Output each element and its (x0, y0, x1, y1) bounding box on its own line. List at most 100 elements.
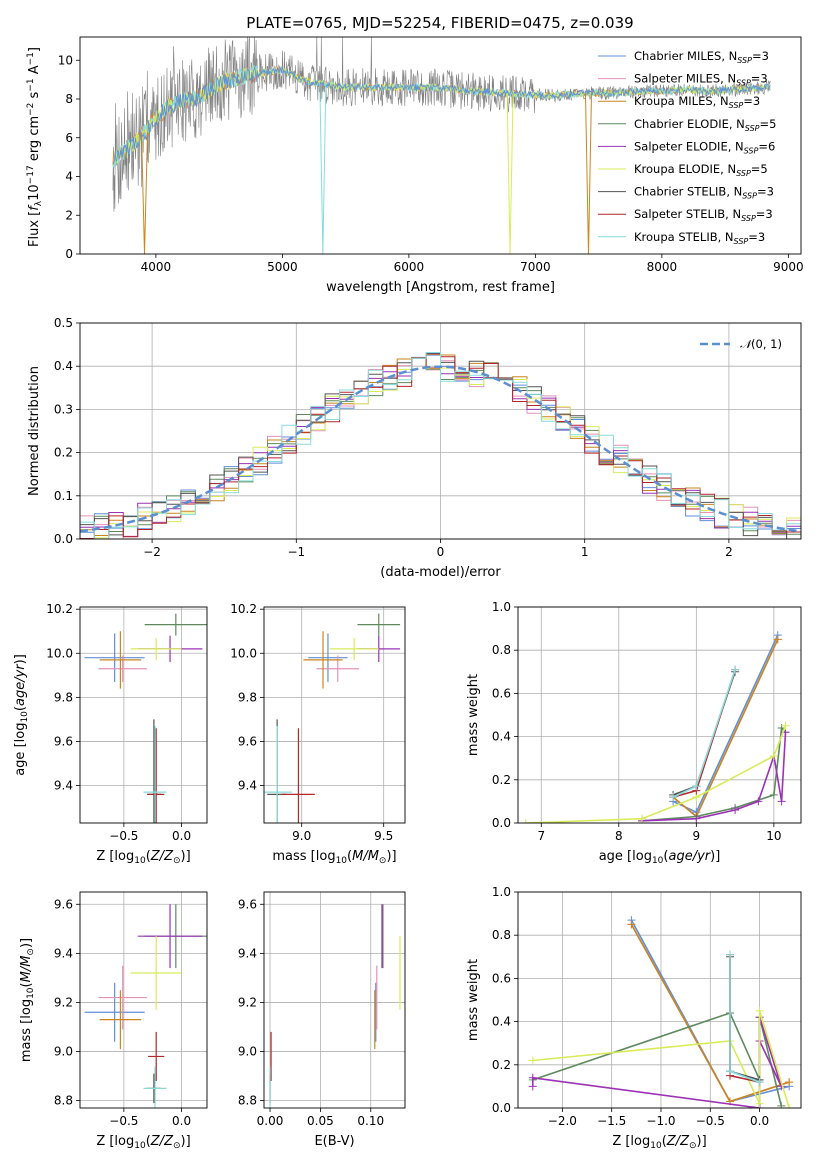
x-tick-label: 0.0 (750, 1114, 769, 1128)
x-tick-label: 0.0 (172, 1114, 191, 1128)
y-tick-label: 10 (58, 53, 73, 67)
legend-label: 𝒩(0, 1) (740, 337, 782, 351)
y-axis-label: Flux [fλ10−17 erg cm−2 s−1 A−1] (26, 47, 44, 247)
weight-line (532, 1017, 783, 1108)
spectrum-legend: Chabrier MILES, NSSP=3 Salpeter MILES, NS… (598, 49, 776, 246)
y-tick-label: 9.6 (238, 734, 257, 748)
axes-frame (517, 606, 802, 824)
panel-age_vs_Z: −0.5 0.0 9.4 9.6 9.8 10.0 10.2 Z [log10(Z/Z⊙)] a… (13, 602, 208, 866)
weight-marker (692, 782, 701, 791)
spectrum-model-line (112, 66, 771, 165)
plot-area-age_vs_mass (264, 613, 401, 823)
spectrum-dip (141, 132, 149, 254)
gaussian-curve (80, 365, 801, 533)
weight-marker (781, 721, 790, 730)
y-tick-label: 0.0 (492, 1101, 511, 1115)
y-tick-label: 10.2 (230, 602, 257, 616)
x-tick-label: 0 (437, 545, 445, 559)
y-tick-label: 0.8 (492, 928, 511, 942)
x-axis-label: (data-model)/error (380, 565, 501, 580)
x-tick-label: 0.10 (357, 1114, 384, 1128)
panel-age_vs_mass: 9.0 9.5 9.4 9.6 9.8 10.0 10.2 mass [log10(M/M⊙)… (230, 602, 406, 866)
x-axis-label: Z [log10(Z/Z⊙)] (96, 1134, 190, 1151)
y-tick-label: 0 (65, 247, 73, 261)
plot-area-mass_vs_ebv (269, 904, 401, 1108)
y-tick-label: 9.4 (238, 946, 257, 960)
weight-marker (754, 797, 763, 806)
y-tick-label: 9.0 (238, 1045, 257, 1059)
y-tick-label: 0.2 (492, 773, 511, 787)
x-tick-label: −1.5 (597, 1114, 626, 1128)
weight-line (729, 954, 760, 1083)
weight-marker (755, 1099, 764, 1108)
y-tick-label: 0.3 (54, 402, 73, 416)
weight-line (729, 954, 760, 1083)
legend-label: Salpeter ELODIE, NSSP=6 (634, 139, 775, 155)
legend-label: Chabrier ELODIE, NSSP=5 (634, 117, 776, 133)
plot-area-weight_vs_age (521, 631, 790, 823)
y-tick-label: 1.0 (492, 600, 511, 614)
legend-label: Kroupa MILES, NSSP=3 (634, 94, 760, 110)
weight-line (525, 725, 787, 823)
axes-frame (79, 322, 802, 540)
x-tick-label: 7 (537, 829, 545, 843)
weight-line (672, 634, 779, 814)
x-tick-label: −0.5 (696, 1114, 725, 1128)
x-tick-label: 8 (615, 829, 623, 843)
weight-marker (726, 950, 735, 959)
spectrum-model-line (112, 66, 771, 166)
panel-spectrum: 4000 5000 6000 7000 8000 9000 0 2 4 6 8 10 wavelengt… (26, 36, 804, 295)
y-tick-label: 0.8 (492, 643, 511, 657)
x-axis-label: E(B-V) (314, 1134, 354, 1149)
spectrum-dip (584, 93, 592, 254)
y-tick-label: 10.2 (46, 602, 73, 616)
x-tick-label: 8000 (647, 260, 678, 274)
weight-line (532, 1012, 783, 1106)
weight-line (672, 671, 736, 796)
y-axis-label: mass weight (466, 959, 481, 1041)
y-tick-label: 0.2 (54, 446, 73, 460)
y-tick-label: 9.2 (54, 995, 73, 1009)
y-axis-label: Normed distribution (27, 366, 42, 496)
weight-marker (755, 1078, 764, 1087)
weight-marker (731, 806, 740, 815)
panel-residuals: −2 −1 0 1 2 0.0 0.1 0.2 0.3 0.4 0.5 (data-model)/er… (27, 316, 802, 580)
panel-mass_vs_Z: −0.5 0.0 8.8 9.0 9.2 9.4 9.6 Z [log10(Z/Z⊙)] mas… (19, 891, 208, 1151)
weight-marker (528, 1082, 537, 1091)
y-tick-label: 6 (65, 131, 73, 145)
x-axis-label: age [log10(age/yr)] (599, 849, 721, 866)
axes-frame (517, 891, 802, 1109)
x-tick-label: 7000 (520, 260, 551, 274)
x-tick-label: 9.5 (374, 829, 393, 843)
weight-marker (731, 665, 740, 674)
x-axis-label: wavelength [Angstrom, rest frame] (326, 280, 555, 295)
weight-line (729, 956, 760, 1081)
y-tick-label: 0.4 (54, 359, 73, 373)
x-tick-label: 10 (766, 829, 781, 843)
plot-area-spectrum (112, 37, 771, 254)
y-tick-label: 9.4 (54, 779, 73, 793)
panel-mass_vs_ebv: 0.00 0.05 0.10 8.8 9.0 9.2 9.4 9.6 E(B-V) (238, 891, 406, 1149)
x-axis-label: mass [log10(M/M⊙)] (272, 849, 396, 866)
figure-title: PLATE=0765, MJD=52254, FIBERID=0475, z=0… (246, 14, 633, 32)
axes-frame (79, 606, 208, 824)
spectrum-dip (319, 83, 327, 254)
y-tick-label: 8.8 (54, 1094, 73, 1108)
x-tick-label: 9 (693, 829, 701, 843)
legend-label: Chabrier MILES, NSSP=3 (634, 49, 769, 65)
x-tick-label: 9000 (773, 260, 804, 274)
y-tick-label: 10.0 (230, 646, 257, 660)
y-tick-label: 9.6 (54, 897, 73, 911)
axes-frame (79, 36, 802, 255)
x-tick-label: 9.0 (292, 829, 311, 843)
weight-marker (769, 790, 778, 799)
y-tick-label: 8.8 (238, 1094, 257, 1108)
plot-area-age_vs_Z (84, 613, 207, 823)
axes-frame (79, 891, 208, 1109)
y-tick-label: 10.0 (46, 646, 73, 660)
y-tick-label: 0.5 (54, 316, 73, 330)
y-tick-label: 1.0 (492, 885, 511, 899)
y-tick-label: 9.6 (54, 734, 73, 748)
spectrum-dip (506, 93, 514, 254)
x-tick-label: −1.0 (646, 1114, 675, 1128)
